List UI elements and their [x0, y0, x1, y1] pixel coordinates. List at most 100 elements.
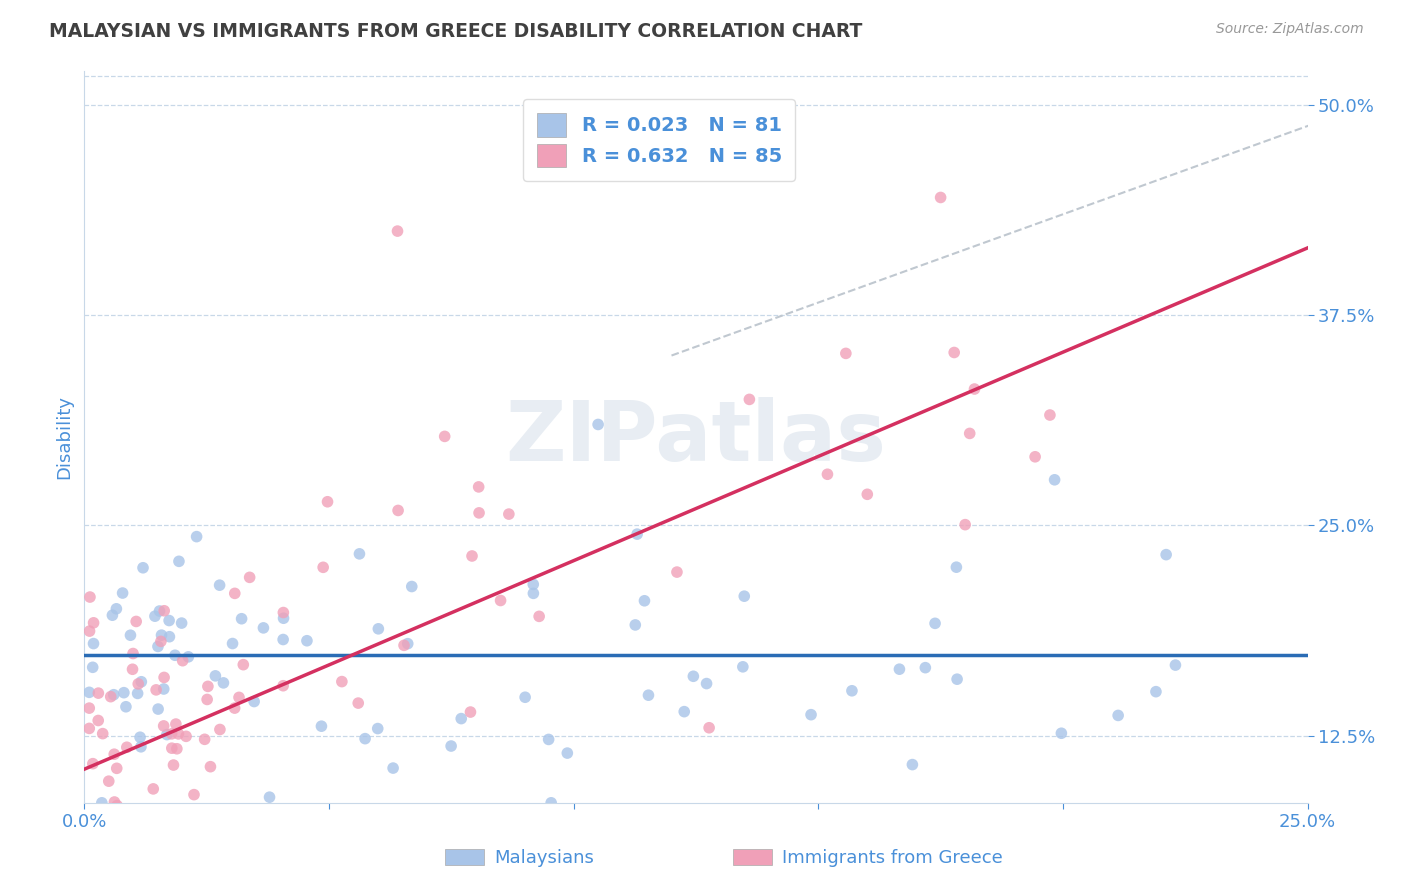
- Point: [204, 669, 226, 683]
- Point: [83, 615, 105, 630]
- Point: [224, 701, 246, 715]
- Point: [738, 392, 761, 407]
- Point: [537, 732, 560, 747]
- Point: [97, 774, 120, 789]
- Point: [513, 690, 536, 705]
- Point: [177, 649, 200, 664]
- Point: [98, 830, 121, 844]
- Point: [312, 560, 335, 574]
- Point: [131, 674, 153, 689]
- Point: [637, 688, 659, 702]
- Point: [733, 589, 755, 603]
- Point: [522, 577, 544, 591]
- Point: [103, 747, 125, 762]
- Point: [166, 741, 188, 756]
- Text: Source: ZipAtlas.com: Source: ZipAtlas.com: [1216, 22, 1364, 37]
- Point: [183, 788, 205, 802]
- Point: [87, 686, 110, 700]
- Point: [232, 657, 254, 672]
- Point: [153, 604, 176, 618]
- Point: [1024, 450, 1046, 464]
- Point: [194, 732, 217, 747]
- Point: [273, 611, 295, 625]
- Point: [271, 632, 294, 647]
- Point: [817, 467, 839, 482]
- Point: [468, 506, 491, 520]
- Point: [170, 616, 193, 631]
- Point: [460, 705, 482, 719]
- Point: [367, 722, 389, 736]
- Point: [953, 517, 976, 532]
- Text: Immigrants from Greece: Immigrants from Greece: [782, 848, 1002, 867]
- Point: [401, 580, 423, 594]
- Point: [136, 830, 159, 844]
- Point: [148, 604, 170, 618]
- Point: [1039, 408, 1062, 422]
- Point: [924, 616, 946, 631]
- Point: [396, 637, 419, 651]
- Point: [156, 728, 179, 742]
- Point: [82, 756, 104, 771]
- Point: [77, 722, 100, 736]
- Point: [800, 707, 823, 722]
- Point: [129, 739, 152, 754]
- Point: [963, 382, 986, 396]
- Point: [914, 660, 936, 674]
- Point: [633, 594, 655, 608]
- Point: [273, 606, 295, 620]
- Point: [212, 676, 235, 690]
- Point: [152, 681, 174, 696]
- Point: [330, 674, 353, 689]
- Point: [522, 586, 544, 600]
- Point: [105, 602, 128, 616]
- Point: [218, 830, 240, 844]
- Point: [146, 702, 169, 716]
- Point: [311, 719, 333, 733]
- Text: Malaysians: Malaysians: [494, 848, 593, 867]
- Point: [167, 727, 190, 741]
- Point: [155, 829, 177, 843]
- Point: [174, 729, 197, 743]
- Point: [208, 578, 231, 592]
- Point: [461, 549, 484, 563]
- Point: [167, 554, 190, 568]
- Point: [152, 719, 174, 733]
- Point: [195, 692, 218, 706]
- Point: [224, 586, 246, 600]
- Point: [1154, 548, 1177, 562]
- Point: [228, 690, 250, 705]
- Point: [157, 614, 180, 628]
- FancyBboxPatch shape: [733, 849, 772, 865]
- Point: [1164, 658, 1187, 673]
- Point: [108, 818, 131, 832]
- Point: [142, 781, 165, 796]
- Point: [889, 662, 911, 676]
- Point: [392, 638, 415, 652]
- Point: [105, 761, 128, 775]
- Point: [856, 487, 879, 501]
- Point: [87, 714, 110, 728]
- Point: [105, 798, 128, 813]
- Point: [946, 672, 969, 686]
- Point: [1107, 708, 1129, 723]
- Point: [697, 721, 720, 735]
- Point: [841, 683, 863, 698]
- Point: [115, 740, 138, 755]
- Point: [153, 670, 176, 684]
- Point: [467, 480, 489, 494]
- Point: [433, 429, 456, 443]
- Point: [200, 760, 222, 774]
- Point: [163, 648, 186, 663]
- Point: [125, 615, 148, 629]
- Point: [146, 640, 169, 654]
- Point: [489, 593, 512, 607]
- Point: [103, 688, 125, 702]
- Point: [252, 621, 274, 635]
- Point: [90, 796, 112, 810]
- Point: [112, 686, 135, 700]
- Point: [186, 530, 208, 544]
- Point: [1043, 473, 1066, 487]
- Point: [959, 426, 981, 441]
- Point: [77, 701, 100, 715]
- Point: [79, 590, 101, 604]
